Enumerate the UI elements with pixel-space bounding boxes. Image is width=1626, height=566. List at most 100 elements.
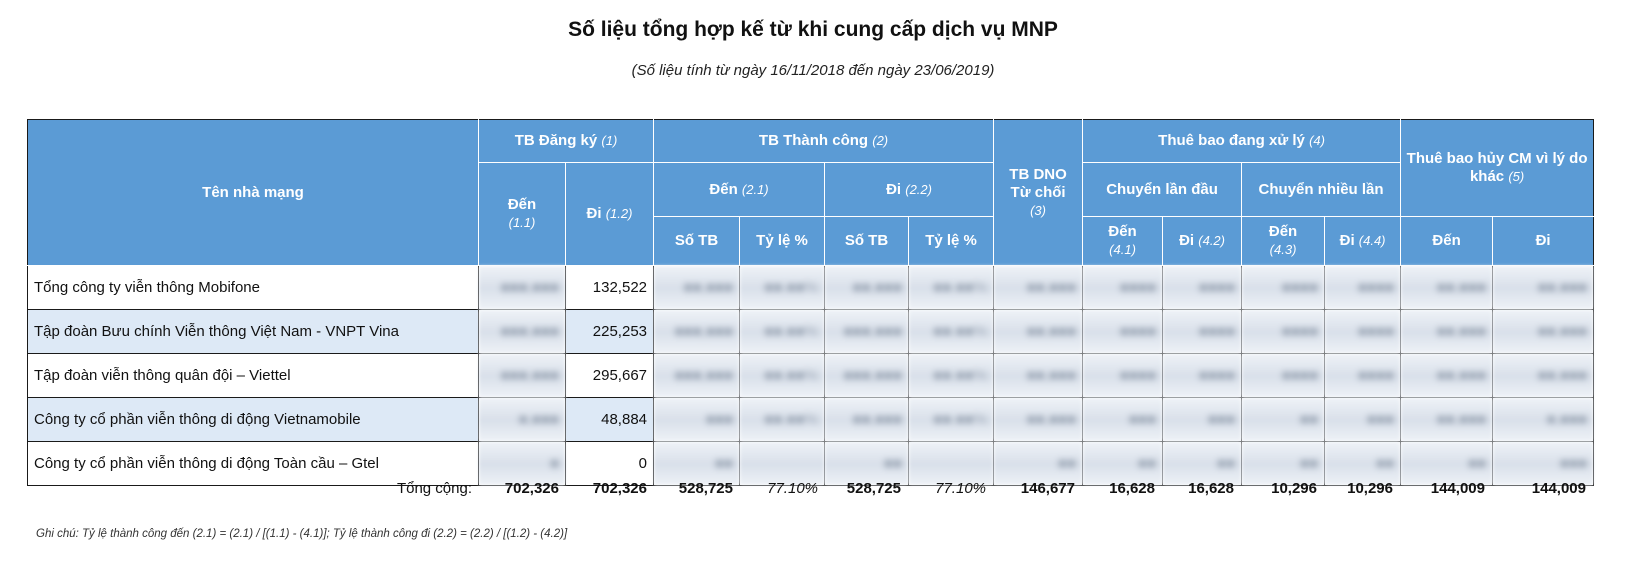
blurred-cell: ■■■■ — [1162, 353, 1243, 398]
blurred-cell: ■■■■ — [1324, 353, 1402, 398]
blurred-cell: ■■■,■■■ — [824, 353, 910, 398]
blurred-cell: ■■.■■% — [908, 309, 995, 354]
blurred-cell: ■■■■ — [1241, 265, 1326, 310]
header-success-out: Đi (2.2) — [824, 162, 995, 217]
page-title: Số liệu tổng hợp kế từ khi cung cấp dịch… — [568, 18, 1058, 41]
header-cancelled-in: Đến — [1400, 216, 1494, 266]
blurred-cell: ■■ — [1241, 397, 1326, 442]
blurred-cell: ■■,■■■ — [653, 265, 741, 310]
total-registered-out: 702,326 — [592, 480, 647, 497]
header-success-out-rate: Tỷ lệ % — [908, 216, 995, 266]
blurred-cell: ■ — [478, 441, 566, 486]
blurred-cell: ■■■■ — [1162, 309, 1243, 354]
blurred-cell: ■■■■ — [1162, 265, 1243, 310]
blurred-cell: ■■.■■% — [739, 397, 826, 442]
blurred-cell: ■■ — [1082, 441, 1164, 486]
blurred-cell: ■■,■■■ — [993, 353, 1084, 398]
blurred-cell: ■■■■ — [1324, 265, 1402, 310]
registered-out-value: 295,667 — [564, 353, 655, 398]
blurred-cell: ■■■■ — [1082, 309, 1164, 354]
blurred-cell: ■■ — [1241, 441, 1326, 486]
table-row: Tập đoàn Bưu chính Viễn thông Việt Nam -… — [27, 309, 1595, 354]
blurred-cell: ■■.■■% — [739, 309, 826, 354]
header-registered-in: Đến (1.1) — [478, 162, 566, 266]
blurred-cell: ■■,■■■ — [1492, 353, 1595, 398]
total-processing-in-2: 10,296 — [1271, 480, 1317, 497]
blurred-cell: ■■■ — [1324, 397, 1402, 442]
blurred-cell: ■■■,■■■ — [653, 309, 741, 354]
blurred-cell: ■■■,■■■ — [478, 265, 566, 310]
header-success-in: Đến (2.1) — [653, 162, 826, 217]
blurred-cell: ■,■■■ — [1492, 397, 1595, 442]
operator-name: Tổng công ty viễn thông Mobifone — [27, 265, 479, 310]
blurred-cell: ■■,■■■ — [993, 397, 1084, 442]
blurred-cell: ■■,■■■ — [1492, 309, 1595, 354]
blurred-cell: ■■■,■■■ — [824, 309, 910, 354]
total-success-out-count: 528,725 — [846, 480, 901, 497]
blurred-cell: ■■.■■% — [908, 353, 995, 398]
mnp-summary-table: Tên nhà mạng TB Đăng ký (1) TB Thành côn… — [27, 119, 1595, 486]
blurred-cell: ■■,■■■ — [824, 397, 910, 442]
operator-name: Công ty cổ phần viễn thông di động Vietn… — [27, 397, 479, 442]
total-cancelled-in: 144,009 — [1430, 480, 1485, 497]
total-success-out-rate: 77.10% — [935, 480, 986, 497]
header-multiple: Chuyển nhiều lần — [1241, 162, 1402, 217]
total-dno: 146,677 — [1020, 480, 1075, 497]
header-success-in-rate: Tỷ lệ % — [739, 216, 826, 266]
blurred-cell: ■■,■■■ — [824, 265, 910, 310]
header-cancelled-out: Đi — [1492, 216, 1595, 266]
blurred-cell — [908, 441, 995, 486]
blurred-cell: ■■■■ — [1082, 265, 1164, 310]
registered-out-value: 132,522 — [564, 265, 655, 310]
total-cancelled-out: 144,009 — [1531, 480, 1586, 497]
total-processing-out-1: 16,628 — [1188, 480, 1234, 497]
header-cancelled: Thuê bao hủy CM vì lý do khác (5) — [1400, 119, 1595, 217]
blurred-cell: ■■ — [653, 441, 741, 486]
total-success-in-count: 528,725 — [678, 480, 733, 497]
blurred-cell: ■■.■■% — [739, 265, 826, 310]
totals-label: Tổng cộng: — [396, 480, 472, 497]
blurred-cell: ■■ — [1162, 441, 1243, 486]
blurred-cell: ■■■,■■■ — [478, 309, 566, 354]
header-first-time: Chuyển lần đầu — [1082, 162, 1243, 217]
blurred-cell: ■■■■ — [1241, 309, 1326, 354]
header-operator: Tên nhà mạng — [27, 119, 479, 266]
blurred-cell: ■■.■■% — [739, 353, 826, 398]
blurred-cell: ■■,■■■ — [1400, 265, 1494, 310]
totals-row: Tổng cộng: 702,326 702,326 528,725 77.10… — [27, 473, 1593, 505]
blurred-cell: ■■,■■■ — [993, 265, 1084, 310]
page-subtitle: (Số liệu tính từ ngày 16/11/2018 đến ngà… — [631, 62, 995, 79]
blurred-cell: ■■ — [824, 441, 910, 486]
operator-name: Công ty cổ phần viễn thông di động Toàn … — [27, 441, 479, 486]
header-processing-in-1: Đến (4.1) — [1082, 216, 1164, 266]
blurred-cell: ■■,■■■ — [1492, 265, 1595, 310]
blurred-cell: ■■,■■■ — [1400, 309, 1494, 354]
header-success-in-count: Số TB — [653, 216, 741, 266]
footnote: Ghi chú: Tỷ lệ thành công đến (2.1) = (2… — [36, 528, 568, 540]
operator-name: Tập đoàn viễn thông quân đội – Viettel — [27, 353, 479, 398]
blurred-cell: ■■■■ — [1082, 353, 1164, 398]
blurred-cell: ■■■,■■■ — [478, 353, 566, 398]
blurred-cell: ■■ — [1324, 441, 1402, 486]
blurred-cell: ■■ — [993, 441, 1084, 486]
header-success-out-count: Số TB — [824, 216, 910, 266]
header-registered: TB Đăng ký (1) — [477, 119, 655, 163]
total-processing-out-2: 10,296 — [1347, 480, 1393, 497]
blurred-cell: ■■■ — [1162, 397, 1243, 442]
blurred-cell: ■■■■ — [1324, 309, 1402, 354]
blurred-cell: ■■■ — [1492, 441, 1595, 486]
header-processing-out-2: Đi (4.4) — [1324, 216, 1402, 266]
blurred-cell — [739, 441, 826, 486]
blurred-cell: ■■.■■% — [908, 397, 995, 442]
operator-name: Tập đoàn Bưu chính Viễn thông Việt Nam -… — [27, 309, 479, 354]
table-row: Tổng công ty viễn thông Mobifone ■■■,■■■… — [27, 265, 1595, 310]
blurred-cell: ■■■ — [653, 397, 741, 442]
header-processing-in-2: Đến (4.3) — [1241, 216, 1326, 266]
total-success-in-rate: 77.10% — [767, 480, 818, 497]
header-processing-out-1: Đi (4.2) — [1162, 216, 1243, 266]
blurred-cell: ■,■■■ — [478, 397, 566, 442]
blurred-cell: ■■,■■■ — [1400, 397, 1494, 442]
registered-out-value: 48,884 — [564, 397, 655, 442]
blurred-cell: ■■.■■% — [908, 265, 995, 310]
blurred-cell: ■■,■■■ — [1400, 353, 1494, 398]
